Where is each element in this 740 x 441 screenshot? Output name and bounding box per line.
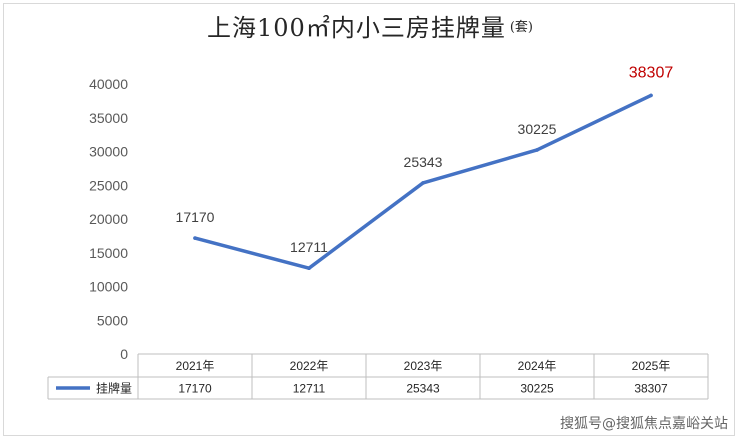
- x-category-label: 2025年: [632, 359, 671, 373]
- data-label: 17170: [176, 209, 215, 225]
- data-label: 30225: [518, 121, 557, 137]
- chart-title: 上海100㎡内小三房挂牌量 (套): [0, 8, 740, 48]
- y-tick-label: 5000: [97, 312, 128, 328]
- table-value-cell: 25343: [406, 382, 440, 396]
- y-tick-label: 35000: [89, 110, 128, 126]
- y-tick-label: 25000: [89, 177, 128, 193]
- y-tick-label: 15000: [89, 245, 128, 261]
- data-label: 12711: [290, 239, 328, 255]
- data-label: 25343: [404, 154, 443, 170]
- x-category-label: 2023年: [404, 359, 443, 373]
- table-value-cell: 30225: [520, 382, 554, 396]
- y-tick-label: 20000: [89, 211, 128, 227]
- y-tick-label: 30000: [89, 144, 128, 160]
- table-value-cell: 12711: [293, 382, 326, 396]
- x-category-label: 2022年: [290, 359, 329, 373]
- chart-frame: [3, 3, 735, 436]
- table-value-cell: 17170: [178, 382, 212, 396]
- y-tick-label: 40000: [89, 76, 128, 92]
- data-point: [193, 236, 197, 240]
- data-point: [421, 181, 425, 185]
- chart-title-main: 上海100㎡内小三房挂牌量: [207, 14, 506, 42]
- data-label: 38307: [629, 64, 674, 81]
- table-value-cell: 38307: [634, 382, 668, 396]
- data-point: [535, 148, 539, 152]
- data-point: [649, 93, 653, 98]
- watermark: 搜狐号@搜狐焦点嘉峪关站: [560, 416, 728, 432]
- y-tick-label: 10000: [89, 279, 128, 295]
- chart-title-unit: (套): [509, 20, 533, 35]
- x-category-label: 2021年: [176, 359, 215, 373]
- legend-label: 挂牌量: [96, 382, 132, 396]
- x-category-label: 2024年: [518, 359, 557, 373]
- y-tick-label: 0: [120, 346, 128, 362]
- data-point: [307, 266, 311, 271]
